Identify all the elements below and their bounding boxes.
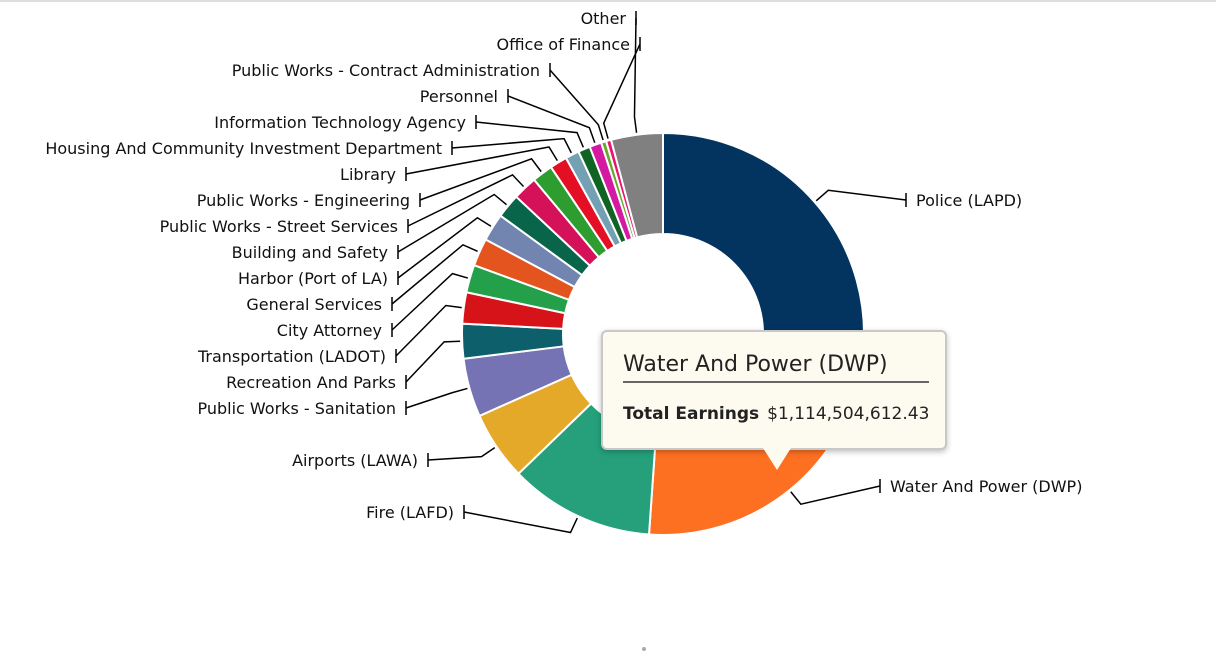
leader-line xyxy=(463,511,578,534)
tooltip-value: $1,114,504,612.43 xyxy=(767,404,930,424)
leader-line xyxy=(602,43,641,139)
leader-line xyxy=(407,173,525,227)
leader-line xyxy=(391,243,478,305)
leader-line xyxy=(475,121,585,148)
leader-line xyxy=(397,193,508,253)
leader-line xyxy=(395,304,462,357)
leader-line xyxy=(427,447,496,461)
slice-label: Housing And Community Investment Departm… xyxy=(45,139,442,158)
leader-line xyxy=(549,69,604,141)
leader-line xyxy=(451,137,572,154)
slice-label: Police (LAPD) xyxy=(916,191,1022,210)
slice-label: Personnel xyxy=(420,87,498,106)
tooltip: Water And Power (DWP) Total Earnings $1,1… xyxy=(601,330,947,470)
leader-line xyxy=(815,189,907,202)
leader-line xyxy=(405,146,558,175)
slice-label: Other xyxy=(581,9,627,28)
leader-line xyxy=(507,95,596,144)
slice-label: Building and Safety xyxy=(232,243,388,262)
slice-label: Office of Finance xyxy=(496,35,630,54)
slice-label: Public Works - Contract Administration xyxy=(232,61,540,80)
slice-label: Public Works - Sanitation xyxy=(197,399,396,418)
leader-line xyxy=(391,272,469,331)
slice-label: Water And Power (DWP) xyxy=(890,477,1082,496)
slice-police-lapd-[interactable] xyxy=(662,131,865,364)
slice-label: Library xyxy=(340,165,396,184)
slice-label: City Attorney xyxy=(277,321,382,340)
slice-label: Public Works - Street Services xyxy=(160,217,398,236)
leader-line xyxy=(790,485,881,506)
slice-label: General Services xyxy=(246,295,382,314)
leader-line xyxy=(405,387,468,409)
slice-label: Recreation And Parks xyxy=(226,373,396,392)
slice-label: Public Works - Engineering xyxy=(197,191,410,210)
slice-label: Information Technology Agency xyxy=(214,113,466,132)
tooltip-title: Water And Power (DWP) xyxy=(623,352,929,383)
leader-line xyxy=(633,17,638,133)
tooltip-row: Total Earnings $1,114,504,612.43 xyxy=(623,404,929,424)
leader-line xyxy=(405,340,461,383)
slice-label: Harbor (Port of LA) xyxy=(238,269,388,288)
scroll-indicator xyxy=(642,647,646,651)
tooltip-label: Total Earnings xyxy=(623,404,760,424)
leader-line xyxy=(419,157,542,201)
slice-label: Airports (LAWA) xyxy=(292,451,418,470)
slice-label: Transportation (LADOT) xyxy=(197,347,386,366)
slice-other[interactable] xyxy=(609,131,664,239)
slice-label: Fire (LAFD) xyxy=(366,503,454,522)
leader-line xyxy=(397,216,492,279)
